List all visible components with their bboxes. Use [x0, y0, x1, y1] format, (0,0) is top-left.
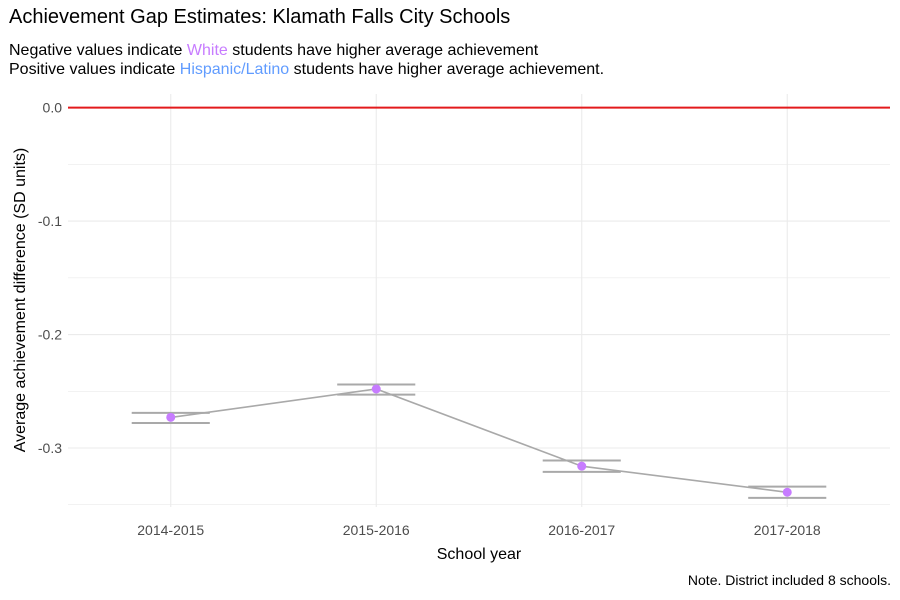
subtitle-2-highlight-hispanic: Hispanic/Latino	[179, 61, 290, 78]
subtitle-2-before: Positive values indicate	[9, 61, 180, 78]
subtitle-1-after: students have higher average achievement	[227, 42, 539, 59]
y-tick-label: 0.0	[43, 100, 63, 116]
y-tick-label: -0.2	[38, 327, 62, 343]
x-tick-label: 2017-2018	[754, 522, 821, 538]
chart-note: Note. District included 8 schools.	[687, 572, 891, 588]
chart-subtitle-line-1: Negative values indicate White students …	[9, 41, 538, 60]
tick-label-layer: 0.0 -0.1 -0.2 -0.3 2014-2015 2015-2016 2016-20…	[38, 100, 821, 538]
x-tick-label: 2016-2017	[548, 522, 615, 538]
subtitle-1-before: Negative values indicate	[9, 42, 187, 59]
y-tick-label: -0.3	[38, 440, 62, 456]
error-bar-layer	[131, 383, 827, 499]
x-tick-label: 2015-2016	[343, 522, 410, 538]
chart-subtitle-line-2: Positive values indicate Hispanic/Latino…	[9, 60, 604, 79]
series-line-layer	[170, 388, 788, 494]
chart-title: Achievement Gap Estimates: Klamath Falls…	[9, 6, 511, 28]
y-axis-title: Average achievement difference (SD units…	[12, 148, 29, 452]
subtitle-2-after: students have higher average achievement…	[289, 61, 605, 78]
data-point	[782, 487, 792, 497]
y-tick-label: -0.1	[38, 213, 62, 229]
data-point	[577, 461, 587, 471]
data-point	[166, 412, 176, 422]
subtitle-1-highlight-white: White	[186, 42, 228, 59]
data-point	[371, 384, 381, 394]
grid-layer	[68, 94, 890, 507]
point-layer	[166, 384, 792, 497]
series-line	[170, 388, 788, 494]
x-tick-label: 2014-2015	[137, 522, 204, 538]
x-axis-title: School year	[437, 546, 522, 563]
